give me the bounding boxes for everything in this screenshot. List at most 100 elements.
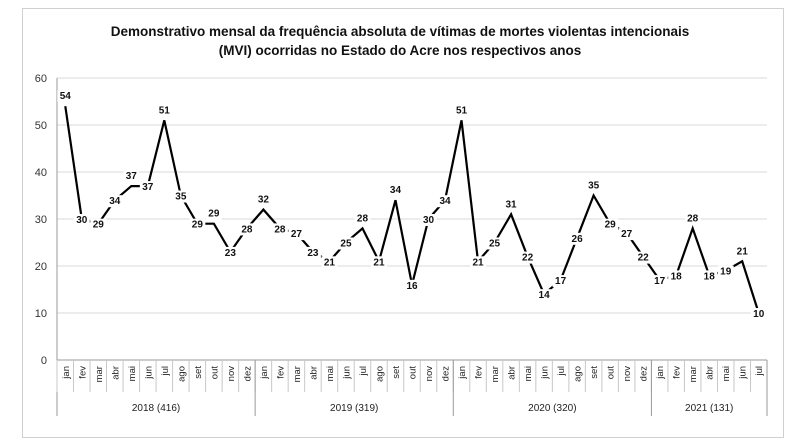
data-label: 31 [506,199,518,210]
data-label-bg [552,275,569,288]
x-tick-label: ago [573,366,584,382]
x-tick-label: out [606,366,617,380]
data-label-bg [618,228,635,241]
data-label: 17 [555,276,567,287]
data-label-bg [519,251,536,264]
data-label-bg [536,289,553,302]
y-tick-label: 60 [35,73,47,85]
data-label-bg [569,232,586,245]
x-tick-label: nov [226,366,237,382]
data-label: 29 [93,220,105,231]
data-label-bg [668,270,685,283]
data-label: 26 [572,234,584,245]
x-tick-label: dez [639,366,650,382]
y-tick-label: 20 [35,261,47,273]
data-label-bg [734,245,751,258]
y-tick-label: 30 [35,214,47,226]
data-label: 51 [159,105,171,116]
data-label: 28 [274,224,286,235]
x-tick-label: mar [292,366,303,382]
x-tick-label: ago [176,366,187,382]
x-tick-label: dez [242,366,253,382]
data-label-bg [585,179,602,192]
x-tick-label: mar [490,366,501,382]
x-tick-label: fev [77,366,88,379]
data-label-bg [453,104,470,117]
year-group-label: 2019 (319) [330,403,378,414]
data-label: 35 [588,181,600,192]
chart-title: Demonstrativo mensal da frequência absol… [0,22,800,60]
x-tick-label: dez [441,366,452,382]
data-label: 18 [671,271,683,282]
data-label: 21 [472,257,484,268]
data-label-bg [288,228,305,241]
x-tick-label: set [589,366,600,379]
data-label: 28 [241,224,253,235]
x-tick-label: abr [507,366,518,380]
data-label: 34 [390,185,402,196]
x-tick-label: abr [110,366,121,380]
data-label: 17 [654,276,666,287]
data-label: 18 [704,271,716,282]
x-tick-label: jul [358,366,369,377]
x-tick-label: mai [523,366,534,381]
data-label-bg [271,223,288,236]
data-label: 32 [258,195,270,206]
data-label-bg [370,256,387,269]
data-label: 29 [605,220,617,231]
x-tick-label: jul [556,366,567,377]
x-tick-label: abr [705,366,716,380]
x-tick-label: set [391,366,402,379]
data-label-bg [238,223,255,236]
data-label-bg [123,170,140,183]
data-label-bg [57,90,74,103]
data-label-bg [172,190,189,203]
data-label: 19 [720,267,732,278]
data-label: 21 [737,246,749,257]
x-tick-label: mar [688,366,699,382]
data-label-bg [387,184,404,197]
x-tick-label: jan [457,366,468,380]
data-label-bg [684,212,701,225]
data-label-bg [90,218,107,231]
data-label: 23 [307,248,319,259]
data-label: 34 [439,196,451,207]
data-label: 54 [60,91,72,102]
data-label-bg [470,256,487,269]
x-tick-label: mar [94,366,105,382]
data-label: 10 [753,309,765,320]
data-label: 27 [621,229,633,240]
x-tick-label: jul [754,366,765,377]
x-tick-label: mai [325,366,336,381]
x-tick-label: set [193,366,204,379]
x-tick-label: mai [127,366,138,381]
y-tick-label: 10 [35,308,47,320]
data-label-bg [156,104,173,117]
x-tick-label: abr [308,366,319,380]
year-group-label: 2018 (416) [132,403,180,414]
data-label-bg [750,308,767,320]
data-label: 28 [357,213,369,224]
data-label: 25 [340,239,352,250]
x-tick-label: out [408,366,419,380]
chart-title-line1: Demonstrativo mensal da frequência absol… [110,24,690,39]
data-label-bg [486,237,503,250]
x-tick-label: jan [259,366,270,380]
data-label: 25 [489,239,501,250]
data-label-bg [503,198,520,211]
x-tick-label: fev [672,366,683,379]
x-tick-label: jun [540,366,551,380]
chart-title-line2: (MVI) ocorridas no Estado do Acre nos re… [218,43,582,58]
data-label-bg [205,207,222,220]
data-label: 16 [406,281,418,292]
x-tick-label: jul [160,366,171,377]
data-label-bg [651,275,668,288]
data-label: 37 [142,182,154,193]
data-label-bg [717,265,734,278]
data-label: 22 [638,253,650,264]
y-tick-label: 40 [35,167,47,179]
data-label: 29 [208,209,220,220]
data-label: 34 [109,196,121,207]
chart-frame [22,8,784,438]
